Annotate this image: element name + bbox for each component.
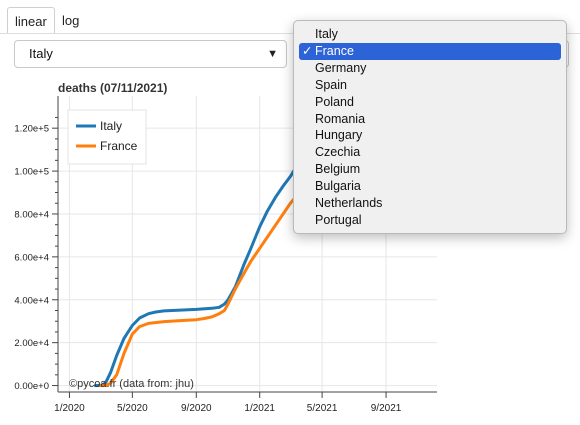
dropdown-option-label: Germany	[315, 60, 367, 75]
dropdown-option-label: Portugal	[315, 212, 362, 227]
dropdown-option-czechia[interactable]: Czechia	[299, 144, 561, 161]
dropdown-option-germany[interactable]: Germany	[299, 60, 561, 77]
dropdown-option-italy[interactable]: Italy	[299, 26, 561, 43]
country-select-left[interactable]: Italy ▼	[14, 40, 287, 68]
x-tick-label: 5/2020	[117, 403, 148, 414]
dropdown-option-belgium[interactable]: Belgium	[299, 161, 561, 178]
dropdown-option-label: Bulgaria	[315, 179, 361, 194]
dropdown-option-label: Poland	[315, 94, 354, 109]
dropdown-option-hungary[interactable]: Hungary	[299, 127, 561, 144]
y-tick-label: 1.00e+5	[14, 167, 49, 178]
series-line-france	[99, 172, 316, 388]
dropdown-option-france[interactable]: ✓ France	[299, 42, 561, 60]
dropdown-option-poland[interactable]: Poland	[299, 94, 561, 111]
dropdown-option-romania[interactable]: Romania	[299, 111, 561, 128]
y-tick-label: 8.00e+4	[14, 209, 49, 220]
dropdown-option-bulgaria[interactable]: Bulgaria	[299, 178, 561, 195]
view-tabs: linear log	[0, 0, 580, 34]
chart-legend: Italy France	[67, 109, 147, 165]
checkmark-icon: ✓	[302, 43, 313, 58]
y-tick-label: 0.00e+0	[14, 381, 49, 392]
dropdown-option-label: France	[315, 43, 354, 58]
tab-log[interactable]: log	[62, 13, 80, 28]
y-tick-label: 4.00e+4	[14, 295, 49, 306]
x-tick-label: 1/2020	[54, 403, 85, 414]
dropdown-option-label: Italy	[315, 27, 338, 41]
y-tick-label: 1.20e+5	[14, 124, 49, 135]
dropdown-option-label: Romania	[315, 111, 366, 126]
legend-box	[67, 109, 147, 165]
dropdown-option-label: Netherlands	[315, 196, 383, 210]
dropdown-option-label: Belgium	[315, 162, 361, 177]
legend-label-france: France	[100, 139, 138, 153]
tab-divider	[0, 33, 580, 34]
dropdown-option-label: Czechia	[315, 145, 361, 160]
chevron-down-icon: ▼	[267, 48, 278, 60]
y-tick-label: 6.00e+4	[14, 252, 49, 263]
y-tick-label: 2.00e+4	[14, 338, 49, 349]
x-tick-label: 1/2021	[244, 403, 275, 414]
x-tick-label: 9/2021	[371, 403, 402, 414]
chart-lines	[93, 133, 316, 388]
dropdown-option-label: Spain	[315, 77, 347, 92]
chart-title: deaths (07/11/2021)	[58, 81, 167, 95]
chart-credit: ©pycoa.fr (data from: jhu)	[69, 378, 194, 390]
x-tick-label: 5/2021	[307, 403, 338, 414]
dropdown-option-label: Hungary	[315, 128, 363, 143]
country-select-left-value: Italy	[29, 46, 53, 61]
series-line-italy	[93, 133, 316, 388]
dropdown-option-netherlands[interactable]: Netherlands	[299, 195, 561, 212]
x-tick-label: 9/2020	[181, 403, 212, 414]
dropdown-option-spain[interactable]: Spain	[299, 77, 561, 94]
chart-axes: 1/2020 5/2020 9/2020 1/2021 5/2021 9/2021 0.00…	[14, 96, 437, 414]
country-dropdown-menu: Italy ✓ France Germany Spain Poland Romania Hun…	[293, 20, 567, 234]
dropdown-option-portugal[interactable]: Portugal	[299, 212, 561, 229]
tab-linear[interactable]: linear	[7, 7, 55, 34]
legend-label-italy: Italy	[100, 119, 122, 133]
